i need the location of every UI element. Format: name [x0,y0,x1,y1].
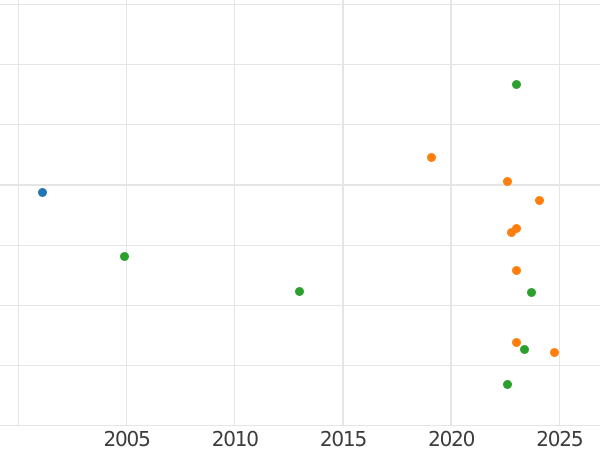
gridline-y-2 [0,304,600,307]
gridline-y-6 [0,63,600,66]
data-point-series-green [119,252,129,262]
gridline-x-2020 [450,0,452,426]
data-point-series-orange [535,196,545,206]
gridline-x-2025 [558,0,560,426]
x-tick-label-2005: 2005 [103,427,151,450]
data-point-series-orange [550,347,560,357]
data-point-series-green [520,344,530,354]
gridline-x-2010 [234,0,236,426]
gridline-y-5 [0,124,600,126]
gridline-y-4 [0,184,600,186]
plot-area [0,0,600,426]
data-point-series-blue [37,187,47,197]
data-point-series-orange [511,338,521,348]
data-point-series-green [526,288,536,298]
data-point-series-green [295,286,305,296]
gridline-y-0 [0,425,600,426]
data-point-series-green [511,80,521,90]
data-point-series-orange [511,223,521,233]
x-tick-label-2010: 2010 [211,427,259,450]
data-point-series-orange [502,177,512,187]
x-axis: 2005 2010 2015 2020 2025 [0,427,600,450]
gridline-y-3 [0,244,600,246]
gridline-x-2000 [17,0,20,426]
data-point-series-orange [507,228,517,238]
data-point-series-orange [511,266,521,276]
gridline-y-1 [0,365,600,367]
gridline-x-2015 [342,0,344,426]
gridline-x-2005 [125,0,128,426]
x-tick-label-2015: 2015 [319,427,367,450]
data-point-series-orange [427,152,437,162]
gridline-y-7 [0,3,600,5]
data-point-series-green [502,379,512,389]
x-tick-label-2025: 2025 [536,427,583,450]
x-tick-label-2020: 2020 [428,427,475,450]
